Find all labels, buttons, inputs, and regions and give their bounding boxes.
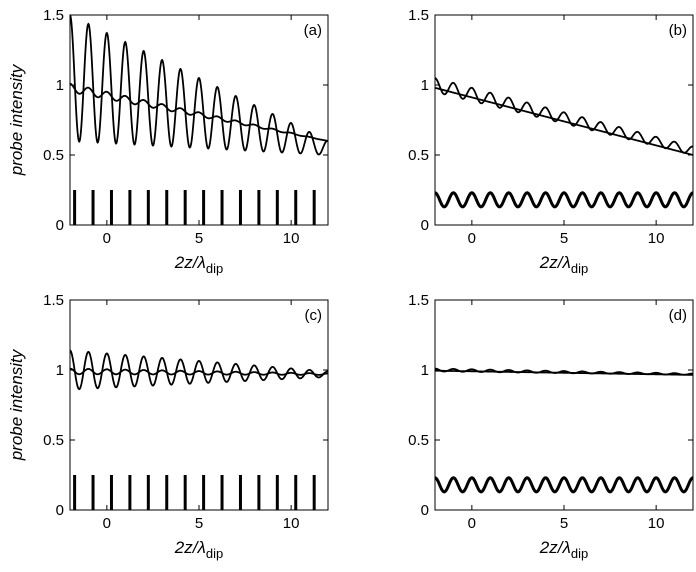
panel-b-ytick-label-0: 0	[421, 217, 429, 234]
panel-c-ytick-label-1: 0.5	[43, 432, 64, 449]
panel-a-ytick-label-1: 0.5	[43, 147, 64, 164]
panel-c-frame	[69, 299, 329, 511]
panel-a-ylabel: probe intensity	[7, 63, 26, 176]
panel-c-label: (c)	[305, 307, 323, 324]
panel-a-series-1	[70, 15, 328, 156]
panel-c-series-1	[70, 349, 328, 391]
panel-a-chart: 0 0.5 1 1.5 0 5 10 2z/λdip probe intensity (a)	[7, 7, 329, 276]
panel-b-xtick-label-1: 5	[560, 230, 568, 247]
panel-d-chart: 0 0.5 1 1.5 0 5 10 2z/λdip (d)	[408, 292, 694, 561]
panel-d-wave	[435, 476, 693, 494]
panel-c-chart: 0 0.5 1 1.5 0 5 10 2z/λdip probe intensity (c)	[7, 292, 329, 561]
panel-b-xlabel: 2z/λdip	[539, 253, 588, 276]
panel-d-ytick-label-1: 0.5	[408, 432, 429, 449]
panel-d-xtick-label-1: 5	[560, 515, 568, 532]
panel-c-xtick-label-1: 5	[195, 515, 203, 532]
panel-a-xtick-label-2: 10	[283, 230, 300, 247]
panel-a-xtick-label-1: 5	[195, 230, 203, 247]
panel-b-wave	[435, 191, 693, 209]
panel-b-ytick-label-2: 1	[421, 77, 429, 94]
panel-c-ytick-label-3: 1.5	[43, 292, 64, 309]
panel-c-ytick-label-0: 0	[56, 502, 64, 519]
panel-c-xtick-label-2: 10	[283, 515, 300, 532]
panel-b-ytick-label-3: 1.5	[408, 7, 429, 24]
panel-d-xtick-label-2: 10	[648, 515, 665, 532]
panel-b-xtick-label-2: 10	[648, 230, 665, 247]
panel-b-chart: 0 0.5 1 1.5 0 5 10 2z/λdip (b)	[408, 7, 694, 276]
panel-d-ytick-label-0: 0	[421, 502, 429, 519]
panel-b-ytick-label-1: 0.5	[408, 147, 429, 164]
panel-d-ytick-label-2: 1	[421, 362, 429, 379]
panel-a-label: (a)	[304, 22, 322, 39]
panel-a-ytick-label-0: 0	[56, 217, 64, 234]
panel-a-ytick-label-3: 1.5	[43, 7, 64, 24]
panel-c-xlabel: 2z/λdip	[174, 538, 223, 561]
panel-c-xtick-label-0: 0	[103, 515, 111, 532]
panel-d-xlabel: 2z/λdip	[539, 538, 588, 561]
panel-a-xtick-label-0: 0	[103, 230, 111, 247]
panel-b-xtick-label-0: 0	[468, 230, 476, 247]
panel-a-xlabel: 2z/λdip	[174, 253, 223, 276]
panel-a-ytick-label-2: 1	[56, 77, 64, 94]
panel-c-series-2	[70, 367, 328, 376]
panel-c-ylabel: probe intensity	[7, 348, 26, 461]
panel-a-series-2	[70, 82, 328, 142]
panel-d-xtick-label-0: 0	[468, 515, 476, 532]
panel-d-label: (d)	[669, 307, 687, 324]
panel-b-label: (b)	[669, 22, 687, 39]
panel-b-series-1	[435, 77, 693, 154]
panel-d-ytick-label-3: 1.5	[408, 292, 429, 309]
panel-b-series-2	[435, 86, 693, 156]
panel-c-ytick-label-2: 1	[56, 362, 64, 379]
panel-d-series-2	[435, 369, 693, 376]
